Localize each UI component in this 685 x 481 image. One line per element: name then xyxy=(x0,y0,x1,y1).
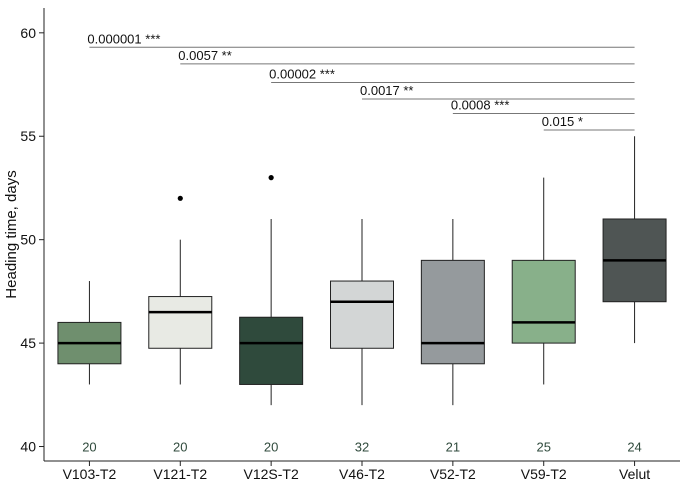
sample-count-label: 20 xyxy=(264,440,278,455)
p-value-label: 0.0017 ** xyxy=(360,83,414,98)
outlier-point xyxy=(268,175,274,181)
box-iqr xyxy=(511,259,576,344)
y-tick-label: 50 xyxy=(20,232,36,248)
p-value-label: 0.0057 ** xyxy=(178,48,232,63)
box-v46-t2 xyxy=(330,218,394,406)
sample-count-label: 20 xyxy=(173,440,187,455)
box-v52-t2 xyxy=(420,218,485,406)
box-iqr xyxy=(239,316,304,385)
box-velut xyxy=(602,136,667,344)
box-v12s-t2 xyxy=(239,175,304,406)
x-tick-label: V121-T2 xyxy=(153,466,207,481)
p-value-label: 0.015 * xyxy=(542,114,583,129)
y-axis-title: Heading time, days xyxy=(3,170,20,298)
outlier-point xyxy=(177,195,183,201)
x-tick-label: V52-T2 xyxy=(430,466,476,481)
x-tick-label: V59-T2 xyxy=(521,466,567,481)
box-iqr xyxy=(420,259,485,365)
box-v103-t2 xyxy=(57,281,122,385)
box-iqr xyxy=(330,280,394,349)
box-iqr xyxy=(148,296,213,349)
p-value-label: 0.00002 *** xyxy=(269,66,335,81)
sample-count-label: 24 xyxy=(627,440,641,455)
x-tick-label: V12S-T2 xyxy=(244,466,299,481)
y-tick-label: 55 xyxy=(20,128,36,144)
y-tick-label: 45 xyxy=(20,335,36,351)
sample-count-label: 21 xyxy=(446,440,460,455)
y-tick-label: 40 xyxy=(20,439,36,455)
x-tick-label: V103-T2 xyxy=(63,466,117,481)
y-tick-label: 60 xyxy=(20,25,36,41)
box-v121-t2 xyxy=(148,195,213,385)
p-value-label: 0.0008 *** xyxy=(451,97,510,112)
box-v59-t2 xyxy=(511,177,576,385)
p-value-label: 0.000001 *** xyxy=(87,31,160,46)
x-tick-label: Velut xyxy=(619,466,650,481)
sample-count-label: 25 xyxy=(536,440,550,455)
sample-count-label: 20 xyxy=(82,440,96,455)
sample-count-label: 32 xyxy=(355,440,369,455)
x-tick-label: V46-T2 xyxy=(339,466,385,481)
